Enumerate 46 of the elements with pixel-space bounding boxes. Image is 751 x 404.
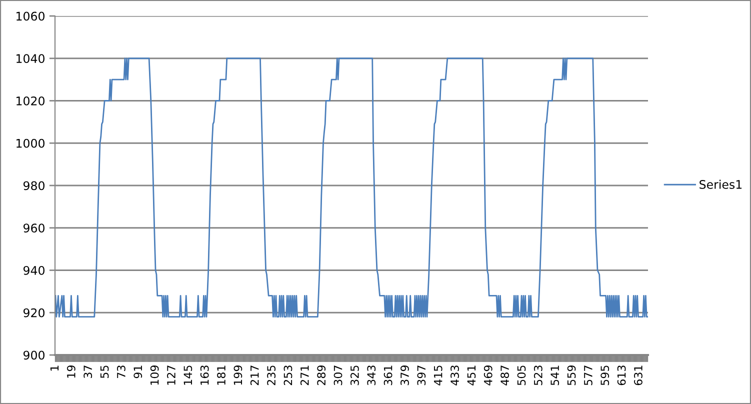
x-tick-label: 91 <box>134 366 142 378</box>
y-tick-label: 960 <box>23 224 44 233</box>
y-tick-label: 1000 <box>16 138 44 148</box>
legend-label: Series1 <box>700 180 742 189</box>
x-tick-label: 109 <box>150 366 159 385</box>
x-tick-label: 487 <box>500 366 509 386</box>
y-tick-label: 980 <box>23 181 44 190</box>
x-tick-label: 595 <box>600 366 610 386</box>
x-tick-label: 541 <box>550 366 560 386</box>
x-tick-label: 325 <box>350 366 359 386</box>
x-tick-label: 559 <box>567 366 576 386</box>
x-tick-label: 289 <box>317 366 326 386</box>
x-tick-label: 577 <box>584 366 592 386</box>
x-tick-label: 523 <box>534 366 542 386</box>
x-tick-label: 505 <box>517 366 526 386</box>
x-tick-label: 235 <box>267 366 276 386</box>
y-tick-label: 920 <box>23 308 44 318</box>
x-tick-label: 73 <box>116 366 126 378</box>
x-tick-label: 145 <box>184 366 192 385</box>
y-tick-label: 1040 <box>16 54 44 64</box>
x-tick-label: 307 <box>334 366 342 386</box>
x-tick-label: 199 <box>234 366 242 385</box>
x-tick-label: 37 <box>84 366 92 378</box>
x-tick-label: 433 <box>450 366 459 386</box>
x-tick-label: 55 <box>100 366 109 378</box>
x-tick-label: 397 <box>417 366 426 386</box>
x-tick-label: 415 <box>434 366 442 386</box>
x-tick-label: 127 <box>167 366 176 385</box>
x-tick-label: 19 <box>66 366 76 378</box>
y-tick-label: 940 <box>23 266 44 275</box>
x-tick-label: 181 <box>217 366 226 385</box>
x-tick-label: 1 <box>50 366 59 371</box>
x-tick-label: 451 <box>467 366 476 386</box>
x-tick-label: 343 <box>367 366 376 386</box>
y-tick-label: 1060 <box>16 12 44 21</box>
x-tick-label: 163 <box>200 366 209 385</box>
x-tick-label: 361 <box>384 366 392 386</box>
x-tick-label: 253 <box>284 366 292 386</box>
x-tick-label: 469 <box>484 366 492 386</box>
x-tick-label: 631 <box>634 366 642 386</box>
x-tick-label: 271 <box>300 366 309 386</box>
x-tick-label: 613 <box>617 366 626 386</box>
y-tick-label: 900 <box>23 350 44 360</box>
x-tick-label: 217 <box>250 366 259 386</box>
y-tick-label: 1020 <box>16 96 44 106</box>
x-tick-label: 379 <box>400 366 409 386</box>
